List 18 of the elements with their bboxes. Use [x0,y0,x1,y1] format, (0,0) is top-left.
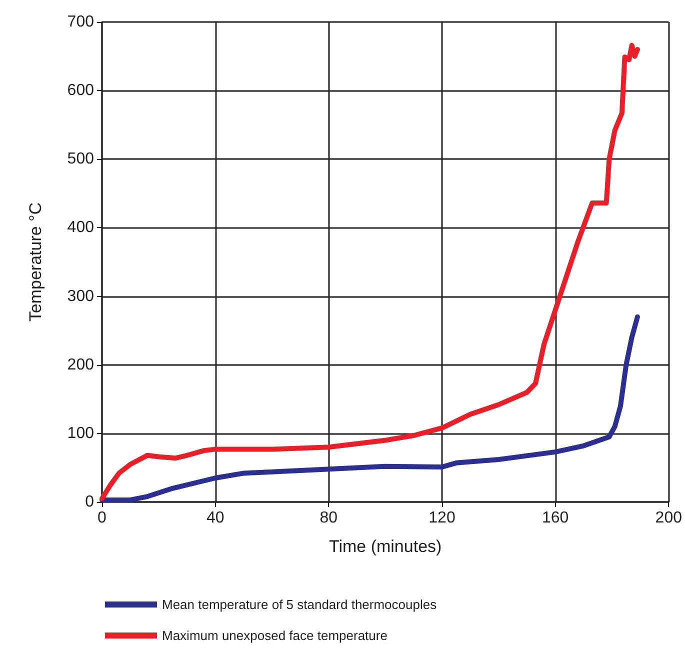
y-tick-label: 300 [67,288,94,305]
y-tick-label: 100 [67,424,94,442]
x-tick-label: 80 [320,510,338,526]
y-tick-label: 600 [67,82,94,100]
y-axis-title: Temperature °C [26,202,45,322]
legend-label: Mean temperature of 5 standard thermocouples [162,597,438,612]
y-tick-label: 500 [67,150,94,168]
x-tick-label: 200 [655,510,682,526]
y-tick-label: 700 [67,14,94,30]
legend-label: Maximum unexposed face temperature [162,628,388,643]
y-tick-label: 0 [85,494,94,510]
x-tick-label: 0 [98,510,107,526]
y-tick-label: 400 [67,219,94,236]
y-tick-label: 200 [67,356,94,374]
x-tick-label: 160 [542,510,569,526]
x-axis-title: Time (minutes) [328,537,442,556]
x-tick-label: 40 [206,510,224,526]
x-tick-label: 120 [428,510,456,526]
